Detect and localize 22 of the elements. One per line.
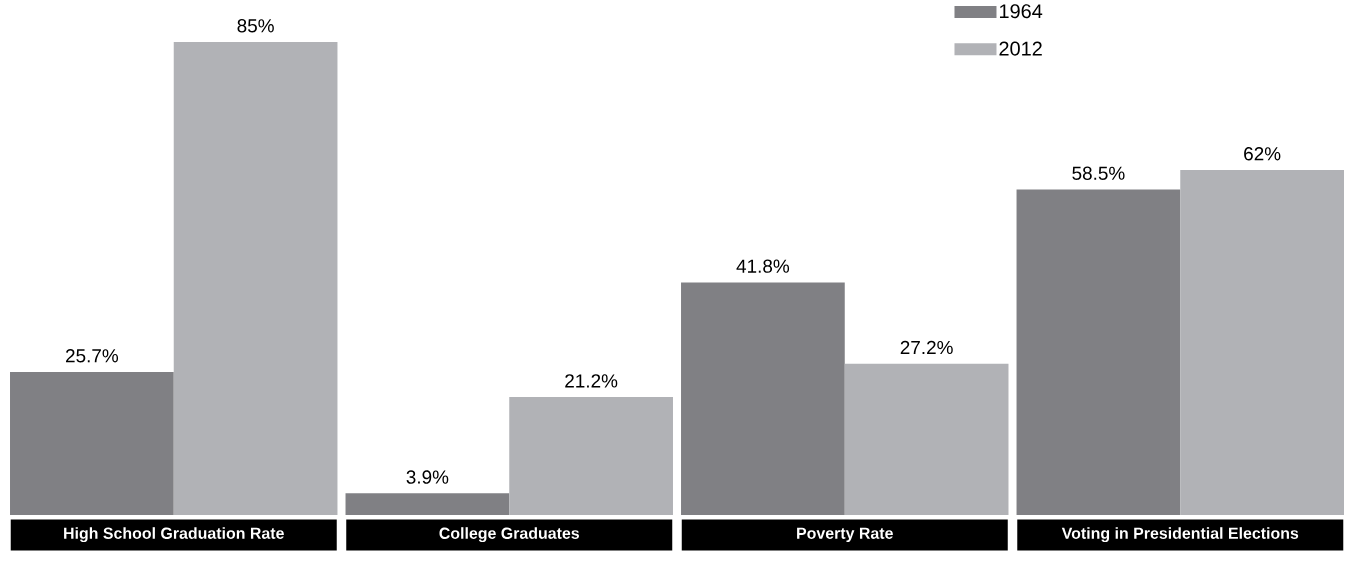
bar <box>10 371 174 515</box>
x-tick-label: Voting in Presidential Elections <box>1061 527 1299 543</box>
data-label: 41.8% <box>736 259 790 273</box>
bar <box>1016 189 1181 515</box>
data-label: 85% <box>237 19 274 33</box>
x-tick-label: High School Graduation Rate <box>64 527 284 543</box>
bar <box>173 41 338 515</box>
bar <box>509 397 673 515</box>
data-label: 25.7% <box>65 349 119 363</box>
bar <box>681 282 845 515</box>
data-label: 62% <box>1244 147 1281 161</box>
x-tick-label: College Graduates <box>439 527 579 543</box>
x-tick-label: Poverty Rate <box>797 527 893 543</box>
bar <box>1180 169 1344 515</box>
legend-label: 2012 <box>999 41 1042 56</box>
data-label: 21.2% <box>565 374 618 388</box>
data-label: 27.2% <box>900 340 953 355</box>
bar <box>844 363 1009 515</box>
data-label: 58.5% <box>1072 166 1125 180</box>
bar <box>345 493 510 515</box>
data-label: 3.9% <box>406 470 449 484</box>
legend-label: 1964 <box>999 4 1043 19</box>
